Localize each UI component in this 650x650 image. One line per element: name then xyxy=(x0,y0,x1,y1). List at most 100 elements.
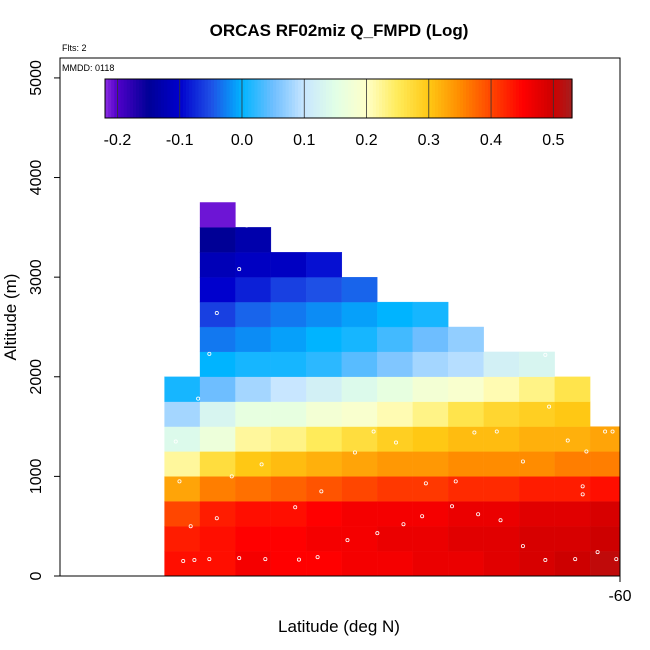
heatmap-cell xyxy=(199,501,236,527)
colorbar-segment xyxy=(266,79,271,118)
colorbar-segment xyxy=(105,79,109,118)
heatmap-cell xyxy=(412,376,449,402)
colorbar-segment xyxy=(456,79,461,118)
heatmap-cell xyxy=(448,426,484,452)
colorbar-segment xyxy=(347,79,352,118)
colorbar-segment xyxy=(540,79,545,118)
heatmap-cell xyxy=(483,351,520,377)
colorbar-segment xyxy=(338,79,343,118)
colorbar-segment xyxy=(238,79,243,118)
heatmap-cell xyxy=(377,326,413,353)
colorbar-segment xyxy=(282,79,287,118)
colorbar-segment xyxy=(251,79,256,118)
heatmap-cell xyxy=(589,550,621,577)
heatmap-cell xyxy=(199,550,236,577)
flight-point xyxy=(244,223,249,228)
heatmap-cell xyxy=(199,277,236,303)
heatmap-cell xyxy=(235,351,272,377)
colorbar-segment xyxy=(117,79,122,118)
colorbar-segment xyxy=(472,79,477,118)
colorbar-segment xyxy=(319,79,324,118)
heatmap-cell xyxy=(270,476,307,502)
flight-point xyxy=(543,352,548,357)
heatmap-cell xyxy=(199,451,236,477)
heatmap-cell xyxy=(306,376,343,402)
flight-point xyxy=(476,512,481,517)
flight-point xyxy=(371,429,376,434)
heatmap-cell xyxy=(306,301,343,328)
colorbar-segment xyxy=(506,79,511,118)
flight-point xyxy=(214,516,219,521)
colorbar-tick-label: 0.4 xyxy=(480,132,502,149)
colorbar-segment xyxy=(207,79,212,118)
heatmap-cell xyxy=(589,476,621,502)
colorbar-segment xyxy=(167,79,171,118)
flight-point xyxy=(207,557,212,562)
colorbar-segment xyxy=(341,79,346,118)
colorbar-segment xyxy=(254,79,259,118)
colorbar-segment xyxy=(503,79,508,118)
flight-point xyxy=(520,544,525,549)
heatmap-cell xyxy=(377,526,413,552)
y-tick-label: 1000 xyxy=(28,458,45,494)
colorbar-tick-label: 0.5 xyxy=(542,132,564,149)
colorbar-segment xyxy=(481,79,486,118)
heatmap-cell xyxy=(377,501,413,527)
colorbar-segment xyxy=(522,79,526,118)
colorbar-segment xyxy=(235,79,240,118)
heatmap-cell xyxy=(412,550,449,577)
heatmap-cell xyxy=(483,426,520,452)
colorbar-segment xyxy=(450,79,455,118)
heatmap-cell xyxy=(341,351,378,377)
flight-point xyxy=(393,440,398,445)
heatmap-cell xyxy=(199,426,236,452)
colorbar-segment xyxy=(182,79,187,118)
heatmap-cell xyxy=(270,426,307,452)
colorbar-segment xyxy=(298,79,302,118)
colorbar-segment xyxy=(469,79,473,118)
colorbar-segment xyxy=(354,79,358,118)
y-tick-label: 0 xyxy=(28,571,45,580)
heatmap-cell xyxy=(235,401,272,427)
colorbar-segment xyxy=(111,79,115,118)
flight-point xyxy=(188,524,193,529)
colorbar-segment xyxy=(226,79,231,118)
heatmap-cell xyxy=(306,252,343,278)
flight-point xyxy=(498,518,503,523)
flight-point xyxy=(595,550,600,555)
y-tick-label: 4000 xyxy=(28,160,45,196)
heatmap-cell xyxy=(164,501,201,527)
colorbar-segment xyxy=(294,79,299,118)
heatmap-cell xyxy=(519,501,555,527)
colorbar-segment xyxy=(245,79,249,118)
colorbar-segment xyxy=(419,79,424,118)
heatmap-cell xyxy=(270,351,307,377)
flight-point xyxy=(237,556,242,561)
colorbar-segment xyxy=(307,79,312,118)
heatmap-cell xyxy=(341,301,378,328)
colorbar-segment xyxy=(204,79,209,118)
heatmap-cell xyxy=(306,550,343,577)
flights-note: Flts: 2 xyxy=(62,43,87,53)
heatmap-cell xyxy=(412,351,449,377)
colorbar-frame xyxy=(104,78,573,119)
colorbar-segment xyxy=(547,79,551,118)
heatmap-cell xyxy=(483,476,520,502)
heatmap-cell xyxy=(589,426,621,452)
colorbar-segment xyxy=(248,79,252,118)
flight-point xyxy=(401,522,406,527)
heatmap-cell xyxy=(306,401,343,427)
heatmap-cell xyxy=(412,526,449,552)
flight-point xyxy=(580,484,585,489)
colorbar-segment xyxy=(478,79,483,118)
heatmap-cell xyxy=(554,426,591,452)
colorbar-segment xyxy=(447,79,452,118)
colorbar-segment xyxy=(139,79,143,118)
heatmap-cell xyxy=(554,476,591,502)
heatmap-cell xyxy=(589,451,621,477)
colorbar-segment xyxy=(491,79,495,118)
colorbar-segment xyxy=(335,79,340,118)
colorbar-segment xyxy=(400,79,405,118)
colorbar-segment xyxy=(129,79,134,118)
heatmap-cell xyxy=(483,501,520,527)
